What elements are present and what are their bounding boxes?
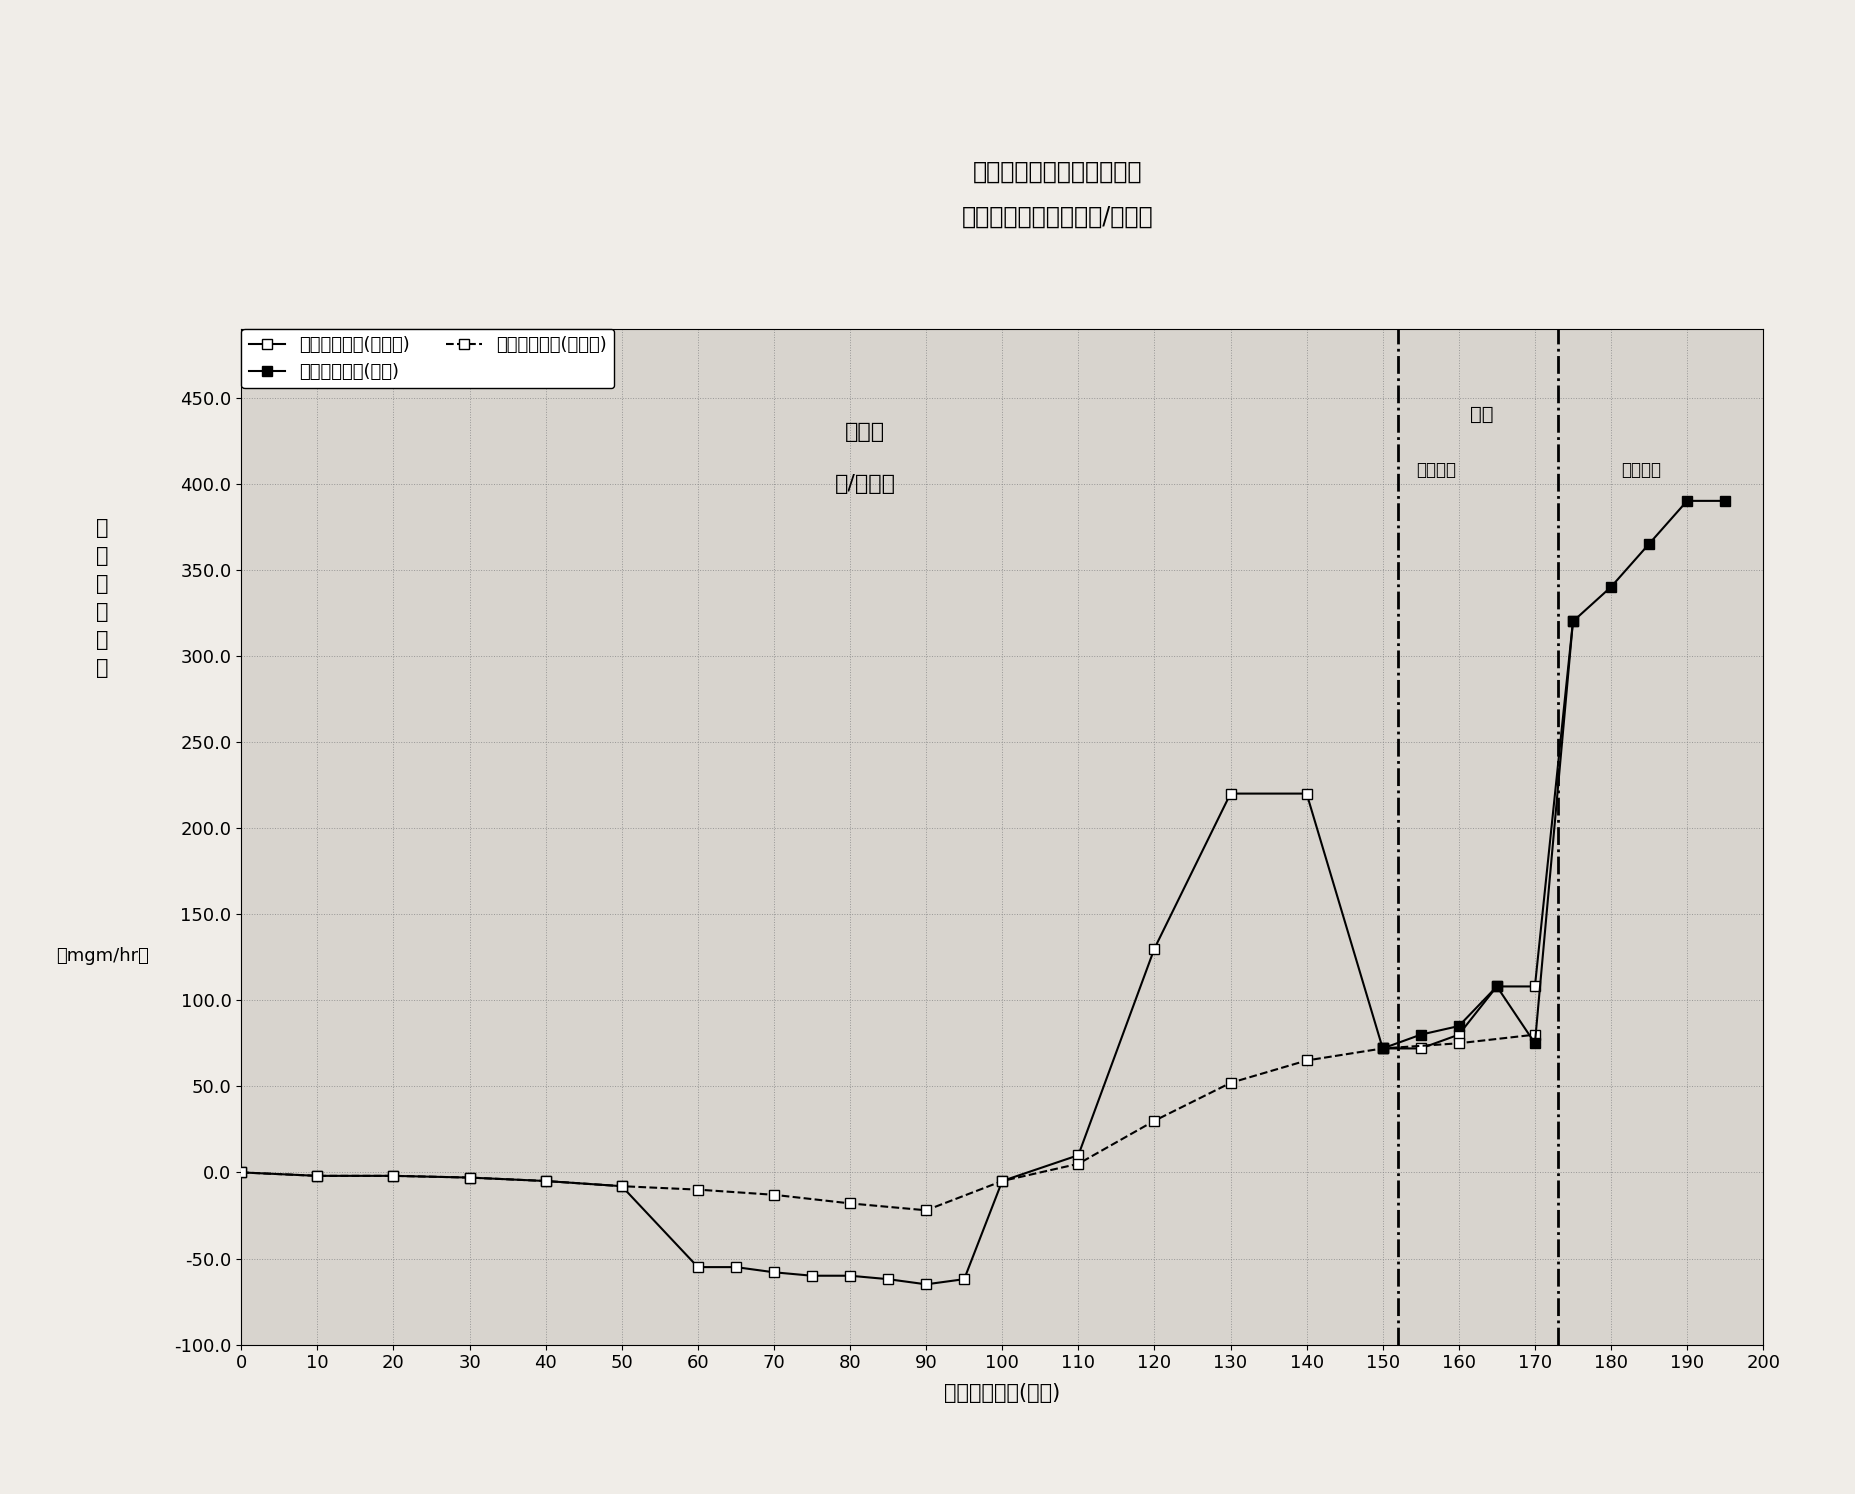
Text: 高/低流量: 高/低流量 bbox=[835, 474, 896, 493]
Text: 丝
极
重
量
变
化: 丝 极 重 量 变 化 bbox=[96, 517, 108, 678]
Legend: 丝极重量变化(高流量), 丝极重量变化(电浆), 丝极重量变化(低流量): 丝极重量变化(高流量), 丝极重量变化(电浆), 丝极重量变化(低流量) bbox=[241, 329, 614, 388]
X-axis label: 平均丝极电流(安培): 平均丝极电流(安培) bbox=[944, 1383, 1059, 1403]
Text: 电浆: 电浆 bbox=[1469, 405, 1493, 424]
Text: 源丝极：钨传送：电浆/无电浆: 源丝极：钨传送：电浆/无电浆 bbox=[961, 205, 1154, 229]
Text: 低流量浆: 低流量浆 bbox=[1415, 460, 1454, 480]
Text: （mgm/hr）: （mgm/hr） bbox=[56, 947, 148, 965]
Text: 热丝极: 热丝极 bbox=[844, 421, 885, 442]
Text: 高流量浆: 高流量浆 bbox=[1621, 460, 1660, 480]
Text: 热流动对比电浆条件：丝极: 热流动对比电浆条件：丝极 bbox=[972, 160, 1143, 184]
